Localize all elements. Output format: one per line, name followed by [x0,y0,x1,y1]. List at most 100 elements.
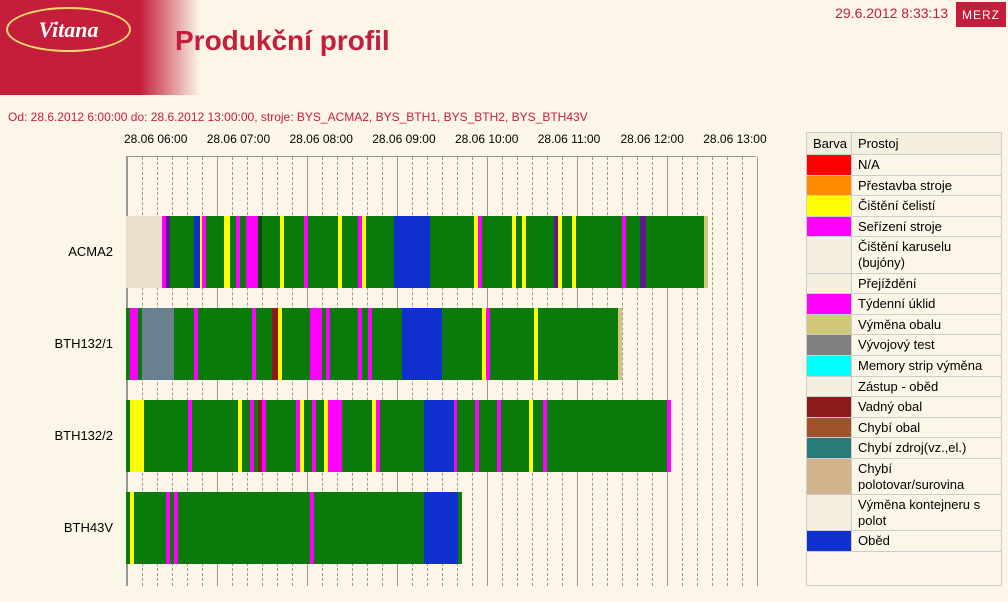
timeline-segment [618,308,622,380]
timeline-segment [501,400,529,472]
legend-row: Čištění čelistí [807,196,1001,217]
legend-row: Výměna obalu [807,315,1001,336]
timeline-segment [130,308,138,380]
timeline-segment [198,308,252,380]
content: 28.06 06:0028.06 07:0028.06 08:0028.06 0… [0,132,1008,586]
legend-swatch [807,217,852,237]
timeline-segment [482,216,512,288]
legend-header-color: Barva [807,133,852,154]
legend-label: Vývojový test [852,335,941,355]
x-axis-label: 28.06 07:00 [207,132,290,146]
machine-label: ACMA2 [6,244,121,259]
legend-swatch [807,356,852,376]
timeline-segment [178,492,310,564]
timeline-segment [442,308,482,380]
x-axis-label: 28.06 06:00 [124,132,207,146]
timeline-segment [533,400,543,472]
timeline-segment [142,308,174,380]
timeline-segment [304,400,312,472]
legend-row: Seřízení stroje [807,217,1001,238]
registered-mark: ® [130,7,140,23]
timeline-segment [262,216,280,288]
legend-swatch [807,155,852,175]
machine-label: BTH132/2 [6,428,121,443]
legend-label: Chybí zdroj(vz.,el.) [852,438,972,458]
legend-header-label: Prostoj [852,133,904,154]
timeline-segment [330,308,358,380]
legend-row: Přestavba stroje [807,176,1001,197]
legend-label: Týdenní úklid [852,294,941,314]
legend-swatch [807,294,852,314]
legend-label: Výměna kontejneru s polot [852,495,1001,530]
timeline-segment [402,308,442,380]
timeline-segment [372,308,402,380]
legend-label: Oběd [852,531,896,551]
legend-swatch [807,315,852,335]
legend-label: N/A [852,155,886,175]
timeline-segment [704,216,708,288]
timeline-track [126,400,671,472]
x-axis-label: 28.06 13:00 [703,132,786,146]
x-axis-label: 28.06 08:00 [290,132,373,146]
header: Vitana ® Produkční profil 29.6.2012 8:33… [0,0,1008,95]
vendor-badge[interactable]: MERZ [956,2,1006,27]
x-axis-label: 28.06 12:00 [621,132,704,146]
timeline-segment [206,216,224,288]
filter-info: Od: 28.6.2012 6:00:00 do: 28.6.2012 13:0… [0,95,1008,132]
legend-row: Zástup - oběd [807,377,1001,398]
legend-swatch [807,397,852,417]
timeline-segment [144,400,188,472]
legend-label: Přejíždění [852,274,923,294]
legend-label: Vadný obal [852,397,928,417]
timeline-segment [424,492,458,564]
legend-label: Čištění karuselu (bujóny) [852,237,1001,272]
legend-row: Výměna kontejneru s polot [807,495,1001,531]
legend-swatch [807,438,852,458]
timeline-segment [342,216,358,288]
timeline-segment [192,400,238,472]
timeline-segment [170,216,194,288]
legend-row: Týdenní úklid [807,294,1001,315]
timeline-segment [256,308,272,380]
timeline-segment [366,216,394,288]
timeline-segment [242,400,250,472]
legend-row: Vadný obal [807,397,1001,418]
timeline-segment [646,216,704,288]
timeline-segment [174,308,194,380]
legend-swatch [807,335,852,355]
timeline-segment [380,400,424,472]
timeline-segment [490,308,534,380]
x-axis-label: 28.06 10:00 [455,132,538,146]
logo: Vitana ® [0,5,140,60]
plot: ACMA2BTH132/1BTH132/2BTH43V [6,156,786,586]
timeline-segment [667,400,671,472]
timeline-segment [562,216,572,288]
legend-row: Memory strip výměna [807,356,1001,377]
x-axis: 28.06 06:0028.06 07:0028.06 08:0028.06 0… [6,132,786,146]
timeline-segment [130,400,144,472]
legend-label: Zástup - oběd [852,377,944,397]
legend-swatch [807,531,852,551]
legend-row: N/A [807,155,1001,176]
timeline-segment [134,492,166,564]
legend-row: Vývojový test [807,335,1001,356]
legend-swatch [807,274,852,294]
timeline-segment [284,216,304,288]
logo-text: Vitana [39,17,99,43]
timeline-segment [310,308,322,380]
timeline-segment [526,216,554,288]
timeline-segment [126,216,162,288]
timeline-segment [394,216,430,288]
legend-swatch [807,196,852,216]
timeline-segment [479,400,497,472]
timeline-segment [457,400,475,472]
timeline-segment [458,492,462,564]
legend-swatch [807,237,852,272]
x-axis-label: 28.06 09:00 [372,132,455,146]
timeline-segment [328,400,342,472]
page-title: Produkční profil [175,25,390,57]
timeline-segment [538,308,618,380]
legend-swatch [807,459,852,494]
legend-swatch [807,176,852,196]
timeline-segment [626,216,640,288]
